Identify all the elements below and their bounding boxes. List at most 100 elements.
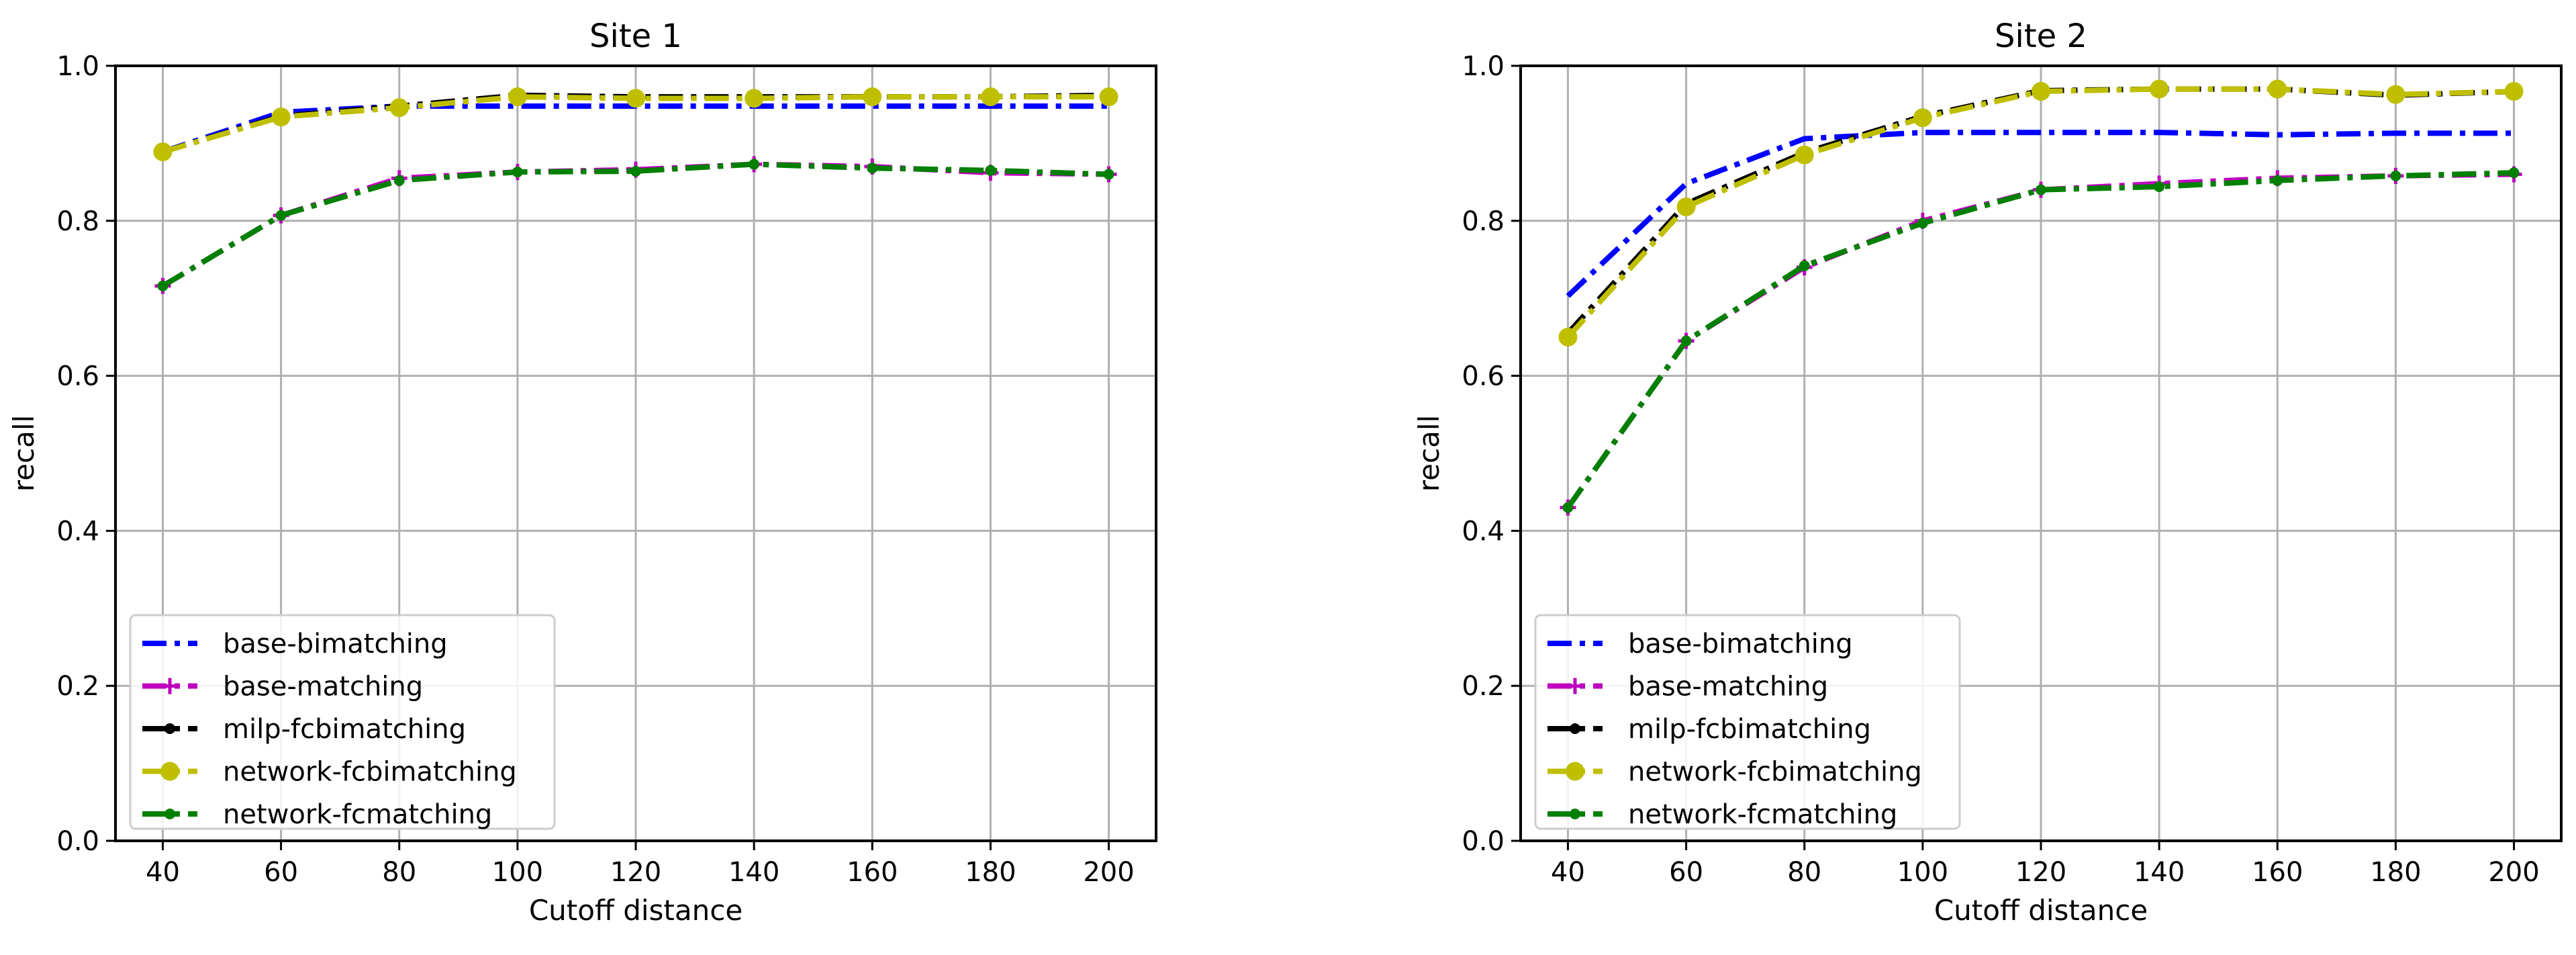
legend-item-network-fcbimatching: network-fcbimatching bbox=[1547, 757, 1922, 788]
y-tick-label: 1.0 bbox=[56, 51, 99, 82]
y-tick-label: 1.0 bbox=[1462, 51, 1505, 82]
y-tick-label: 0.2 bbox=[1462, 671, 1505, 702]
data-point-network-fcbimatching-marker bbox=[626, 89, 645, 108]
x-tick-label: 120 bbox=[2015, 857, 2066, 888]
data-point-network-fcbimatching-marker bbox=[981, 87, 1000, 107]
legend-marker-network-fcbimatching-marker bbox=[1566, 762, 1584, 781]
x-tick-label: 80 bbox=[382, 857, 416, 888]
data-point-network-fcmatching-marker bbox=[1680, 335, 1692, 347]
legend-item-base-bimatching: base-bimatching bbox=[1547, 629, 1853, 660]
x-tick-label: 40 bbox=[1551, 857, 1585, 888]
data-point-network-fcbimatching-marker bbox=[1676, 197, 1696, 217]
y-tick-label: 0.8 bbox=[56, 206, 99, 237]
data-point-network-fcmatching-marker bbox=[393, 175, 405, 186]
data-point-network-fcmatching-marker bbox=[985, 165, 996, 176]
legend-label-base-bimatching: base-bimatching bbox=[1628, 629, 1853, 660]
series-line-base-bimatching bbox=[1566, 130, 2514, 298]
data-point-network-fcmatching-marker bbox=[2508, 167, 2520, 179]
x-tick-label: 200 bbox=[2488, 857, 2539, 888]
data-point-network-fcbimatching-marker bbox=[745, 89, 764, 108]
data-point-network-fcbimatching-marker bbox=[1913, 108, 1932, 128]
x-tick-label: 100 bbox=[492, 857, 543, 888]
x-tick-label: 140 bbox=[728, 857, 779, 888]
data-point-network-fcbimatching-marker bbox=[2386, 85, 2405, 104]
y-tick-label: 0.0 bbox=[56, 826, 99, 857]
data-point-network-fcmatching-marker bbox=[749, 158, 760, 170]
data-point-network-fcmatching-marker bbox=[2036, 184, 2046, 195]
legend-marker-milp-fcbimatching-marker bbox=[164, 723, 175, 734]
legend-box bbox=[129, 614, 556, 830]
data-point-network-fcmatching-marker bbox=[1917, 218, 1928, 229]
chart-panel-1: 40 60 80 100 120 140 160 180 200 0.0 0.2 0.4 0.6 0.8 1… bbox=[7, 17, 1157, 927]
data-point-network-fcbimatching-marker bbox=[153, 142, 173, 162]
x-tick-label: 80 bbox=[1787, 857, 1821, 888]
y-tick-label: 0.8 bbox=[1462, 206, 1505, 237]
legend-marker-network-fcmatching-marker bbox=[1570, 809, 1580, 819]
legend-label-base-bimatching: base-bimatching bbox=[223, 629, 448, 660]
x-tick-label: 180 bbox=[2370, 857, 2421, 888]
data-point-network-fcmatching-marker bbox=[275, 210, 287, 221]
legend-item-base-matching: base-matching bbox=[1547, 672, 1828, 702]
legend-item-network-fcmatching: network-fcmatching bbox=[142, 799, 492, 830]
data-point-network-fcmatching-marker bbox=[630, 165, 641, 177]
data-point-network-fcbimatching-marker bbox=[508, 87, 527, 107]
legend-label-base-matching: base-matching bbox=[1628, 672, 1828, 702]
legend-label-milp-fcbimatching: milp-fcbimatching bbox=[223, 714, 466, 745]
data-point-network-fcbimatching-marker bbox=[389, 98, 409, 118]
x-tick-label: 100 bbox=[1897, 857, 1948, 888]
x-tick-label: 180 bbox=[965, 857, 1016, 888]
x-tick-label: 40 bbox=[146, 857, 180, 888]
legend: base-bimatching base-matching milp-fcbimat… bbox=[129, 614, 556, 830]
data-point-network-fcbimatching-marker bbox=[1099, 87, 1118, 107]
x-tick-label: 140 bbox=[2134, 857, 2185, 888]
x-tick-label: 200 bbox=[1083, 857, 1134, 888]
series-line-network-fcmatching bbox=[1566, 170, 2514, 510]
chart-panel-2: 40 60 80 100 120 140 160 180 200 0.0 0.2 0.4 0.6 0.8 1… bbox=[1413, 17, 2563, 927]
legend-item-milp-fcbimatching: milp-fcbimatching bbox=[1547, 714, 1871, 745]
legend-item-base-matching: base-matching bbox=[142, 672, 423, 702]
data-point-network-fcbimatching-marker bbox=[271, 107, 291, 127]
x-tick-label: 60 bbox=[1669, 857, 1703, 888]
data-point-network-fcmatching-marker bbox=[157, 280, 169, 291]
series-network-fcmatching bbox=[157, 158, 1114, 291]
y-tick-label: 0.6 bbox=[1462, 361, 1505, 392]
data-point-network-fcmatching-marker bbox=[1562, 502, 1574, 513]
legend-marker-network-fcmatching-marker bbox=[164, 809, 175, 819]
y-tick-label: 0.4 bbox=[56, 516, 99, 547]
data-point-network-fcbimatching-marker bbox=[863, 87, 882, 107]
y-tick-label: 0.6 bbox=[56, 361, 99, 392]
x-tick-label: 60 bbox=[264, 857, 298, 888]
legend-label-network-fcbimatching: network-fcbimatching bbox=[1628, 757, 1922, 788]
legend-item-network-fcbimatching: network-fcbimatching bbox=[142, 757, 517, 788]
x-tick-label: 160 bbox=[2252, 857, 2303, 888]
legend-label-network-fcbimatching: network-fcbimatching bbox=[223, 757, 517, 788]
series-network-fcbimatching bbox=[1558, 79, 2524, 347]
series-line-network-fcmatching bbox=[161, 161, 1109, 289]
data-point-network-fcmatching-marker bbox=[867, 163, 878, 174]
data-point-network-fcbimatching-marker bbox=[2150, 79, 2169, 99]
legend-item-base-bimatching: base-bimatching bbox=[142, 629, 448, 660]
data-point-network-fcbimatching-marker bbox=[1558, 327, 1578, 347]
y-axis-label: recall bbox=[7, 415, 40, 492]
data-point-network-fcmatching-marker bbox=[2272, 175, 2283, 186]
x-axis-label: Cutoff distance bbox=[529, 894, 743, 927]
legend-marker-network-fcbimatching-marker bbox=[160, 762, 179, 781]
y-tick-label: 0.4 bbox=[1462, 516, 1505, 547]
chart-title: Site 1 bbox=[589, 17, 682, 55]
y-axis-label: recall bbox=[1413, 415, 1445, 492]
data-point-network-fcbimatching-marker bbox=[2504, 82, 2524, 101]
x-axis-label: Cutoff distance bbox=[1934, 894, 2148, 927]
data-point-network-fcmatching-marker bbox=[1103, 169, 1114, 180]
data-point-network-fcmatching-marker bbox=[2390, 170, 2401, 181]
data-point-network-fcbimatching-marker bbox=[2032, 82, 2050, 101]
data-point-network-fcmatching-marker bbox=[512, 167, 523, 178]
x-tick-label: 120 bbox=[610, 857, 661, 888]
chart-title: Site 2 bbox=[1995, 17, 2087, 55]
legend-label-base-matching: base-matching bbox=[223, 672, 423, 702]
x-tick-label: 160 bbox=[847, 857, 898, 888]
data-point-network-fcmatching-marker bbox=[1799, 260, 1810, 271]
series-network-fcmatching bbox=[1562, 167, 2520, 513]
legend-item-network-fcmatching: network-fcmatching bbox=[1547, 799, 1897, 830]
data-point-network-fcbimatching-marker bbox=[1795, 145, 1814, 165]
